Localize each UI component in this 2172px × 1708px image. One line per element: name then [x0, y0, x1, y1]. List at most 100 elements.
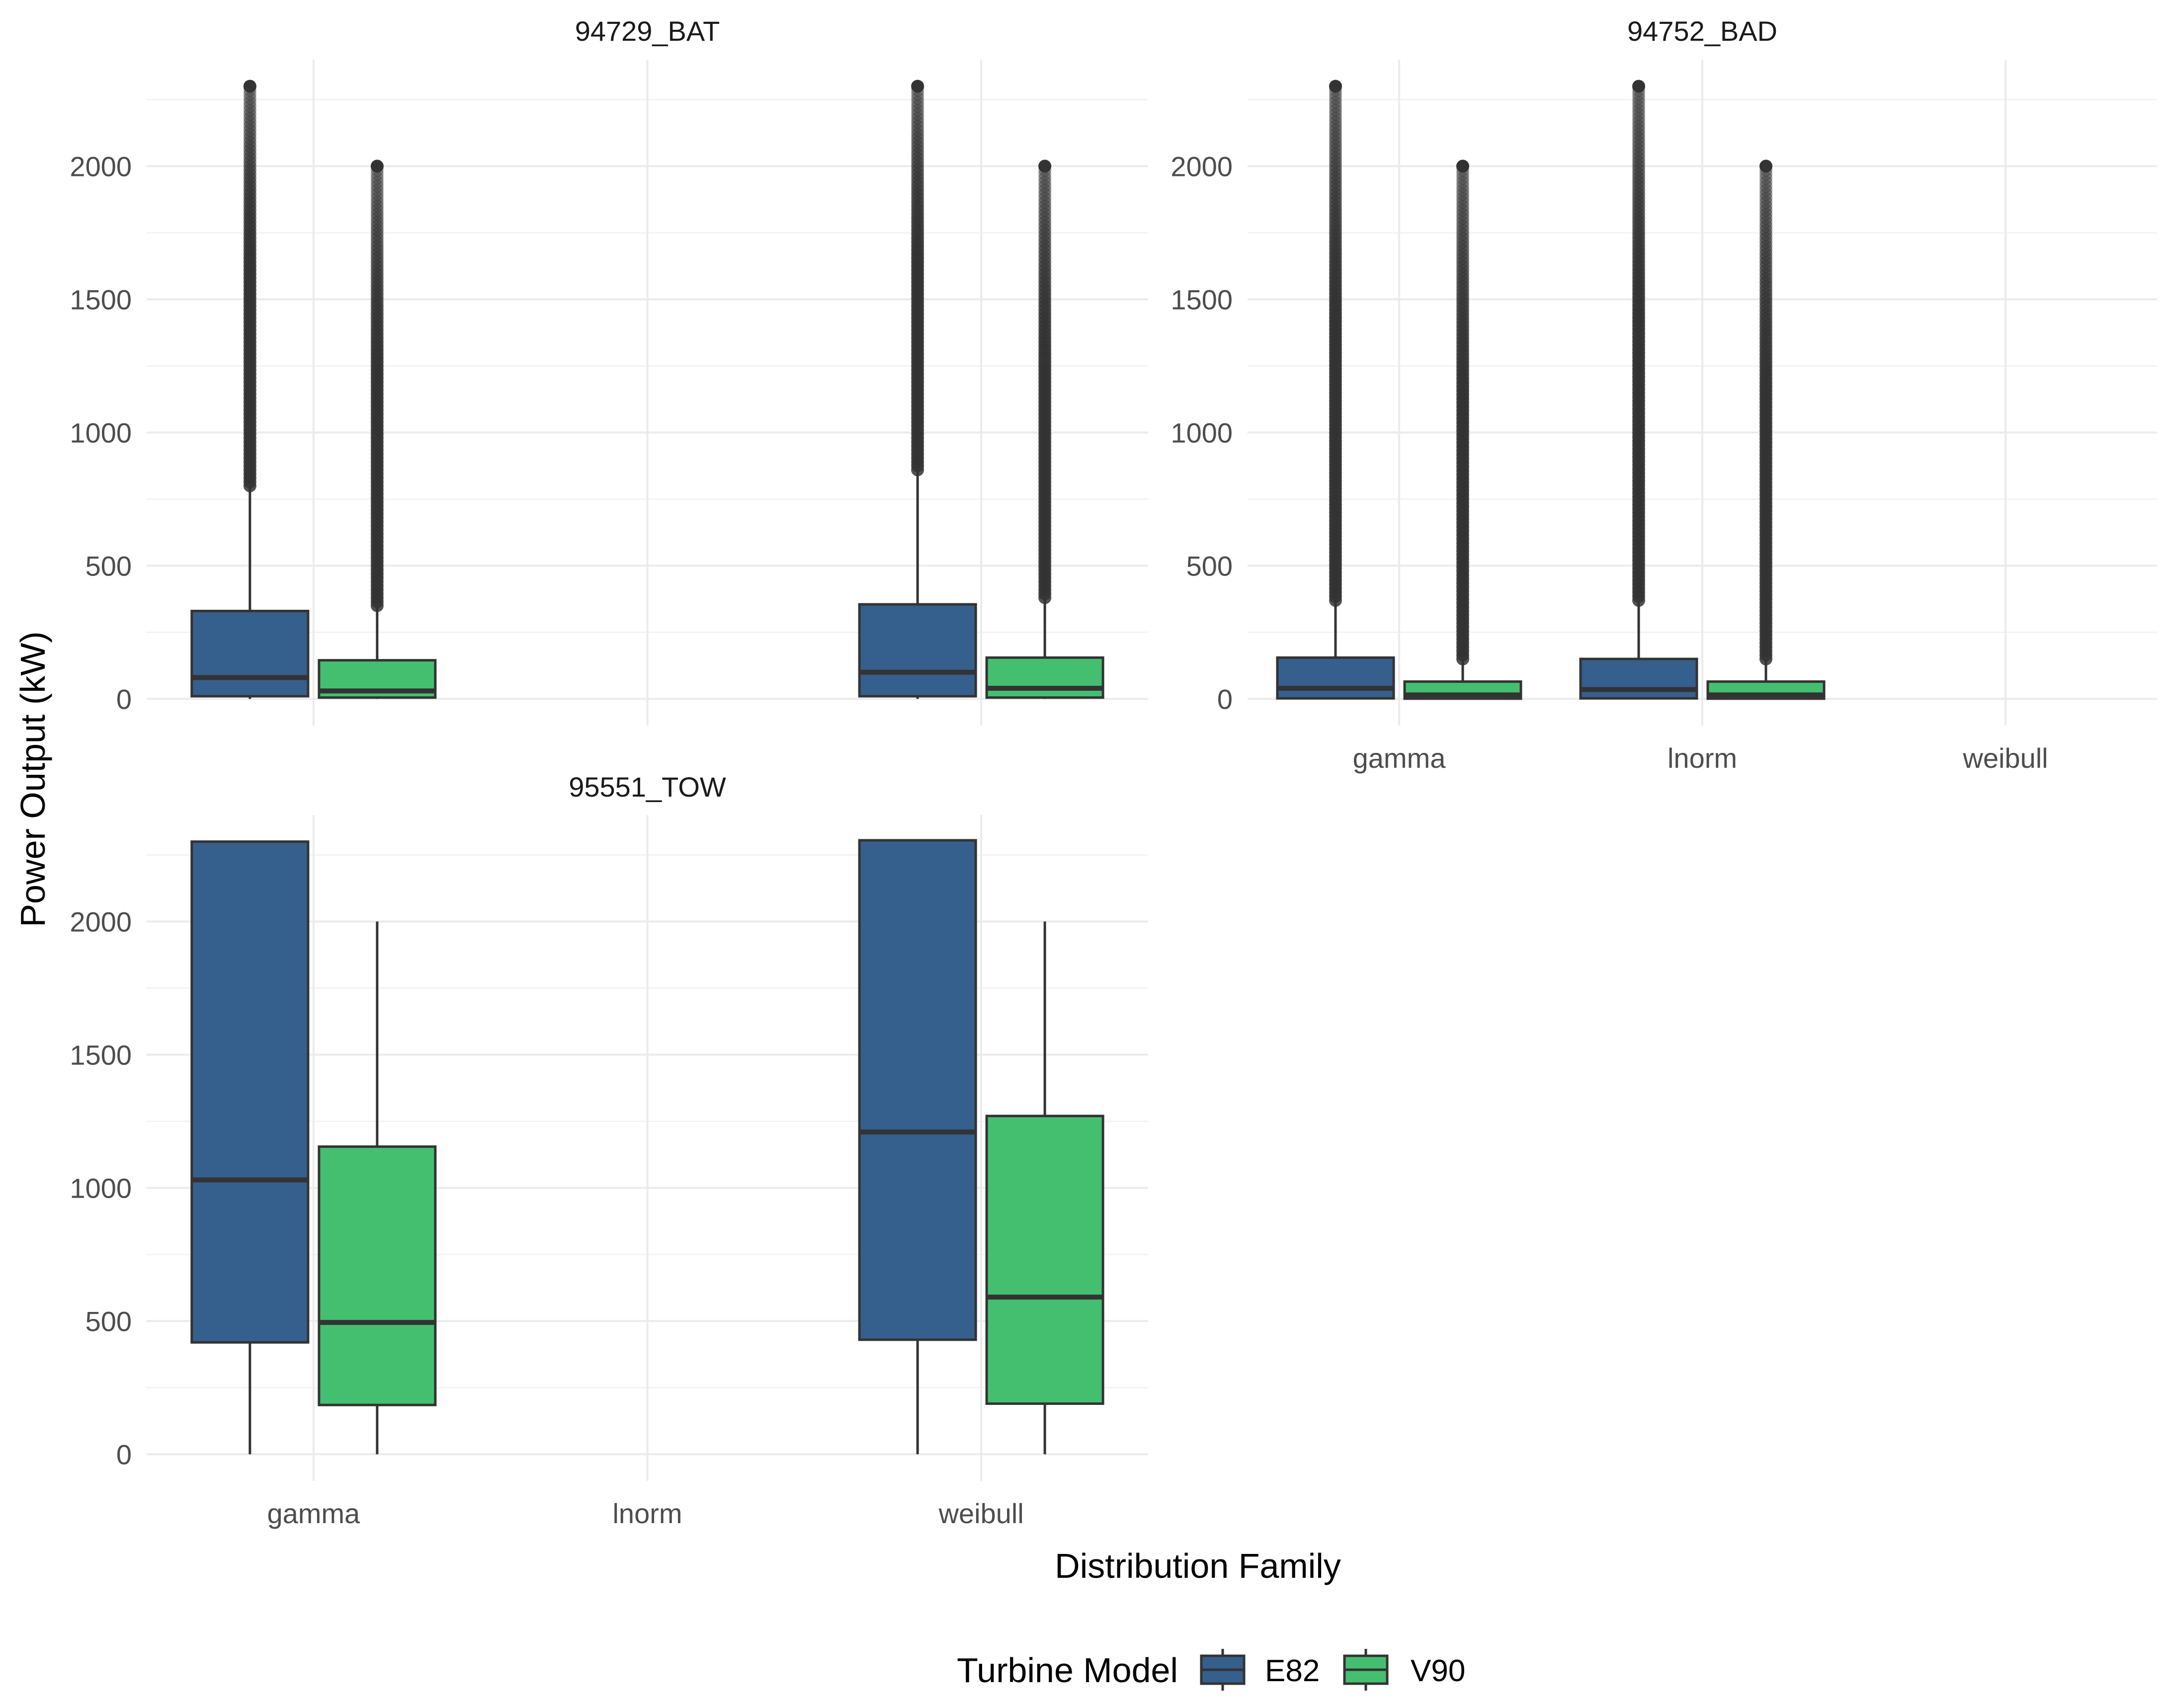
outlier-point	[1632, 95, 1645, 109]
legend-label-v90: V90	[1411, 1654, 1465, 1688]
legend-key-e82	[1200, 1649, 1246, 1691]
outlier-point	[1038, 203, 1052, 217]
outlier-point	[1759, 204, 1772, 217]
outlier-point	[1329, 99, 1342, 113]
outlier-point	[1038, 160, 1052, 173]
box-body	[985, 1115, 1104, 1405]
outlier-point	[370, 191, 384, 205]
outlier-point	[370, 179, 384, 193]
outlier-point	[1759, 160, 1772, 173]
outlier-point	[1038, 171, 1052, 185]
outlier-point	[1632, 99, 1645, 113]
y-tick-label: 0	[116, 683, 132, 715]
legend-title: Turbine Model	[957, 1651, 1178, 1690]
box-body	[1276, 656, 1395, 700]
outlier-point	[1329, 95, 1342, 109]
outlier-point	[1038, 187, 1052, 201]
box-gamma-E82	[190, 840, 310, 1455]
y-tick-label: 1500	[1170, 284, 1233, 315]
legend-label-e82: E82	[1265, 1654, 1320, 1688]
outlier-point	[1456, 204, 1469, 217]
box-lnorm-V90	[1706, 160, 1826, 700]
outlier-point	[1759, 208, 1772, 221]
outlier-point	[1456, 183, 1469, 197]
outlier-point	[243, 95, 256, 109]
outlier-point	[911, 80, 924, 93]
outlier-point	[243, 80, 256, 93]
y-tick-label: 1500	[70, 284, 132, 315]
outlier-point	[1329, 119, 1342, 133]
outlier-point	[1456, 208, 1469, 221]
outlier-point	[370, 175, 384, 189]
y-tick-label: 0	[116, 1439, 132, 1470]
outlier-point	[1632, 131, 1645, 145]
y-tick-label: 1000	[70, 417, 132, 448]
box-gamma-E82	[1276, 80, 1395, 700]
box-body	[190, 610, 310, 698]
box-body	[318, 1145, 437, 1406]
outlier-point	[1329, 107, 1342, 121]
box-body	[190, 840, 310, 1344]
outlier-point	[370, 171, 384, 185]
outlier-point	[1329, 115, 1342, 129]
x-tick-label: gamma	[267, 1498, 360, 1529]
box-lnorm-E82	[1579, 80, 1698, 700]
y-tick-label: 500	[1186, 550, 1233, 581]
outlier-point	[243, 115, 256, 129]
outlier-point	[911, 111, 924, 125]
outlier-point	[1632, 111, 1645, 125]
outlier-point	[911, 99, 924, 113]
outlier-point	[243, 99, 256, 113]
outlier-point	[1456, 179, 1469, 193]
legend-key-v90	[1343, 1649, 1389, 1691]
box-gamma-V90	[1403, 160, 1522, 700]
outlier-point	[1632, 123, 1645, 137]
outlier-point	[1632, 127, 1645, 141]
outlier-point	[911, 107, 924, 121]
outlier-point	[1632, 103, 1645, 117]
x-tick-label: lnorm	[1668, 742, 1737, 774]
outlier-point	[1759, 183, 1772, 197]
y-tick-label: 1000	[70, 1172, 132, 1204]
box-gamma-E82	[190, 80, 310, 699]
outlier-point	[1329, 127, 1342, 141]
y-tick-label: 1500	[70, 1039, 132, 1070]
outlier-point	[370, 203, 384, 217]
box-weibull-V90	[985, 160, 1104, 699]
panels-layer: 0 500 1000 1500 2000 94729_BAT 0 500 1000 1500 200…	[70, 15, 2157, 1529]
outlier-point	[1038, 183, 1052, 197]
facet-title: 94729_BAT	[575, 15, 720, 47]
y-tick-label: 2000	[70, 906, 132, 937]
outlier-point	[243, 91, 256, 105]
outlier-point	[1329, 91, 1342, 105]
outlier-point	[1759, 179, 1772, 193]
outlier-point	[1632, 80, 1645, 93]
facet-title: 95551_TOW	[569, 771, 726, 803]
box-body	[1579, 657, 1698, 700]
outlier-point	[243, 103, 256, 117]
box-gamma-V90	[318, 160, 437, 699]
outlier-point	[1329, 123, 1342, 137]
legend: Turbine Model E82 V90	[957, 1649, 1465, 1691]
outlier-point	[243, 111, 256, 125]
outlier-point	[1456, 187, 1469, 201]
x-axis-title: Distribution Family	[1055, 1546, 1341, 1585]
outlier-point	[1456, 191, 1469, 205]
outlier-point	[370, 195, 384, 209]
outlier-point	[1038, 179, 1052, 193]
outlier-point	[1329, 131, 1342, 145]
y-axis-title: Power Output (kW)	[13, 631, 52, 927]
panel-94729_BAT: 0 500 1000 1500 2000 94729_BAT	[70, 15, 1148, 726]
x-tick-label: gamma	[1353, 742, 1446, 774]
box-gamma-V90	[318, 921, 437, 1455]
outlier-point	[911, 115, 924, 129]
outlier-point	[1329, 80, 1342, 93]
panel-94752_BAD: 0 500 1000 1500 2000 gamma lnorm weibull 94752_B…	[1170, 15, 2157, 774]
outlier-point	[370, 183, 384, 197]
outlier-point	[1038, 195, 1052, 209]
outlier-point	[911, 120, 924, 133]
outlier-point	[1329, 103, 1342, 117]
outlier-point	[1456, 195, 1469, 209]
outlier-point	[1038, 175, 1052, 189]
box-weibull-E82	[858, 839, 977, 1455]
